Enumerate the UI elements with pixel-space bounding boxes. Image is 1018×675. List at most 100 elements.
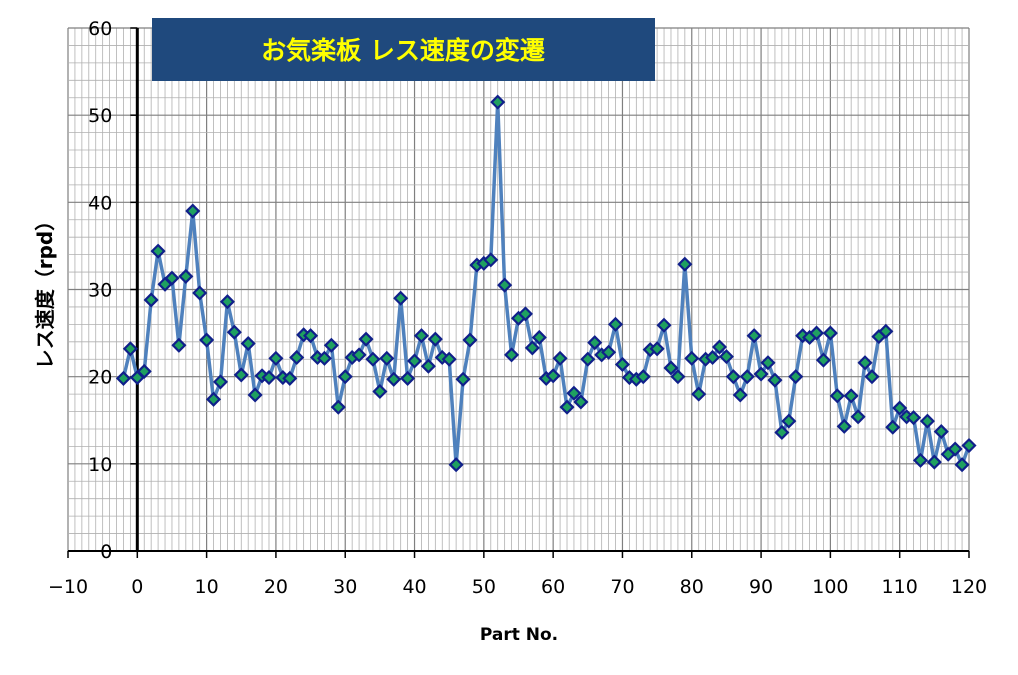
data-point — [199, 332, 215, 348]
data-point — [684, 350, 700, 366]
data-point — [379, 350, 395, 366]
data-point — [912, 452, 929, 468]
data-point — [490, 94, 506, 110]
data-point — [566, 385, 582, 401]
data-point — [282, 370, 298, 386]
data-point — [732, 387, 748, 403]
data-point — [552, 350, 568, 366]
data-point — [372, 383, 388, 400]
data-point — [559, 399, 575, 415]
data-point — [115, 370, 132, 386]
data-point — [947, 441, 963, 457]
y-tick-label: 20 — [88, 367, 112, 389]
data-point — [171, 337, 187, 353]
data-point — [753, 366, 769, 382]
data-point — [919, 413, 935, 429]
data-point — [573, 394, 589, 410]
data-point — [136, 363, 152, 379]
data-point — [760, 355, 776, 371]
x-tick-label: 0 — [131, 576, 143, 598]
x-tick-label: 60 — [541, 576, 565, 598]
x-tick-label: 70 — [610, 576, 634, 598]
data-point — [427, 331, 443, 347]
data-point — [226, 324, 242, 340]
data-point — [358, 331, 374, 347]
data-point — [316, 350, 332, 366]
x-tick-label: 100 — [812, 576, 848, 598]
data-point — [219, 294, 235, 310]
data-point — [122, 341, 138, 357]
data-point — [725, 369, 741, 385]
data-point — [711, 339, 728, 355]
y-tick-label: 30 — [88, 280, 112, 302]
tick-labels: −10 0 10 20 30 40 50 60 70 80 90 100 110 120 0 10 20 30 40… — [48, 18, 987, 598]
chart-title: お気楽板 レス速度の変遷 — [261, 36, 545, 65]
title-background — [152, 18, 655, 81]
series-speed — [115, 94, 977, 473]
data-point — [836, 418, 852, 434]
x-axis-label: Part No. — [480, 625, 558, 645]
data-point — [926, 454, 942, 470]
data-point — [261, 369, 277, 386]
data-point — [164, 270, 180, 286]
x-tick-label: 90 — [749, 576, 773, 598]
data-point — [337, 369, 353, 385]
data-point — [614, 356, 631, 373]
data-point — [691, 386, 707, 402]
x-tick-label: −10 — [48, 576, 88, 598]
data-point — [635, 369, 651, 385]
data-point — [393, 290, 409, 306]
data-point — [497, 277, 513, 293]
data-point — [517, 306, 533, 322]
data-point — [822, 325, 838, 341]
data-point — [400, 370, 416, 386]
data-point — [386, 371, 402, 387]
y-tick-label: 60 — [88, 18, 112, 40]
data-point — [531, 329, 547, 345]
data-point — [178, 268, 194, 284]
data-point — [150, 243, 166, 259]
data-point — [781, 413, 797, 429]
y-axis-label: レス速度（rpd） — [33, 211, 57, 370]
data-point — [864, 369, 880, 385]
chart-title-box: お気楽板 レス速度の変遷 — [152, 18, 655, 81]
data-point — [192, 285, 208, 301]
data-point — [677, 256, 693, 272]
x-tick-label: 110 — [882, 576, 918, 598]
x-tick-label: 10 — [195, 576, 219, 598]
data-point — [448, 457, 464, 473]
data-point — [774, 424, 790, 441]
data-point — [233, 367, 249, 383]
data-point — [268, 350, 284, 366]
data-point — [705, 349, 721, 366]
axes — [67, 27, 970, 558]
data-point — [829, 388, 845, 404]
data-point — [815, 352, 832, 368]
data-point — [670, 369, 686, 385]
data-point — [885, 419, 901, 435]
x-tick-label: 40 — [402, 576, 426, 598]
data-point — [240, 335, 256, 352]
data-point — [850, 409, 866, 425]
data-point — [205, 391, 222, 407]
data-point — [933, 424, 949, 440]
data-point — [892, 400, 908, 416]
data-point — [504, 347, 520, 363]
data-point — [413, 328, 430, 344]
x-tick-label: 80 — [680, 576, 704, 598]
data-point — [483, 252, 499, 268]
data-point — [961, 437, 977, 454]
data-point — [587, 335, 603, 351]
data-point — [420, 358, 436, 374]
data-point — [455, 371, 471, 387]
x-tick-label: 20 — [264, 576, 288, 598]
data-point — [351, 347, 367, 363]
x-tick-label: 50 — [472, 576, 496, 598]
data-point — [212, 374, 229, 390]
data-point — [365, 351, 381, 367]
data-point — [649, 341, 665, 357]
data-point — [746, 328, 762, 344]
data-point — [718, 349, 734, 365]
data-point — [878, 323, 894, 339]
